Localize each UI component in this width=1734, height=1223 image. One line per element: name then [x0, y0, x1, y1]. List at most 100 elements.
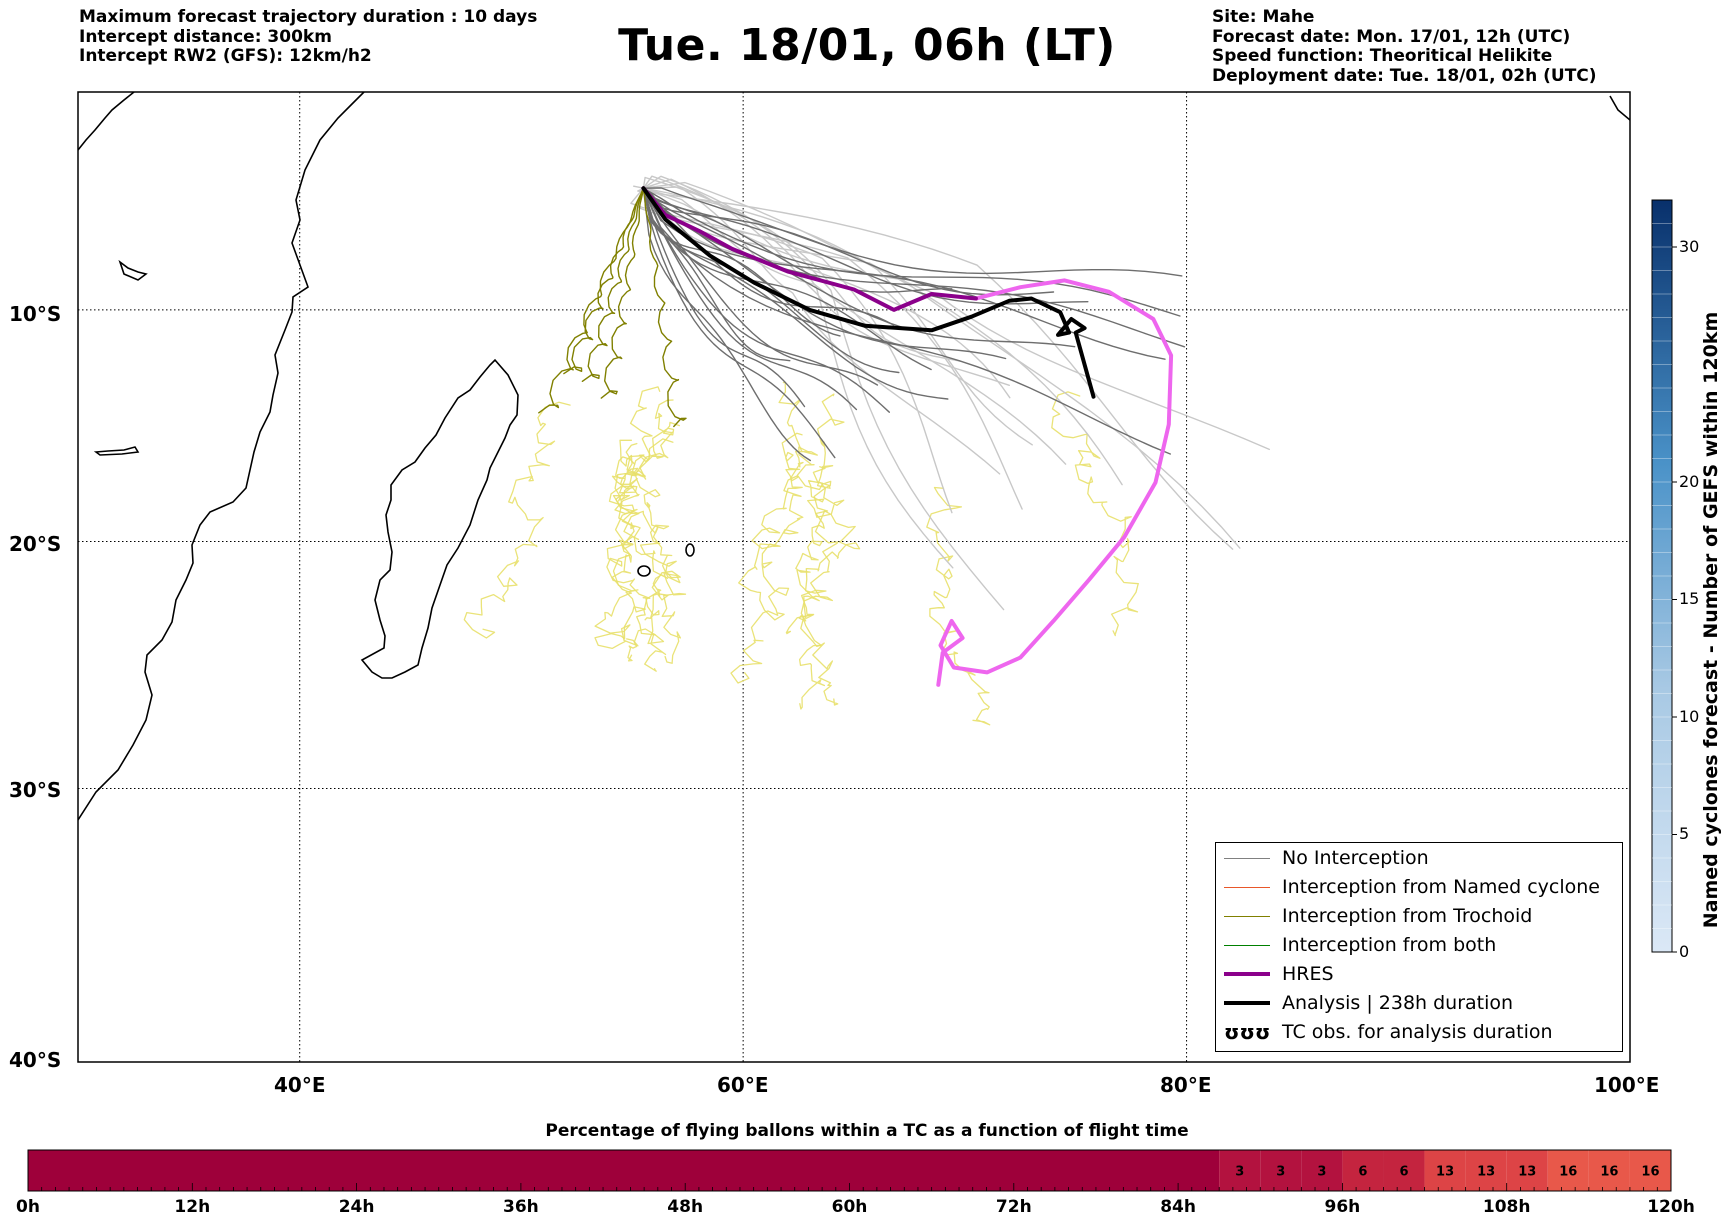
lon-label-100e: 100°E [1594, 1073, 1660, 1097]
ensemble-track [642, 187, 890, 413]
flight-bar-cell-label: 13 [1436, 1165, 1454, 1180]
flight-bar-cell-label: 16 [1641, 1165, 1659, 1180]
intercept-rw2-text: Intercept RW2 (GFS): 12km/h2 [79, 46, 372, 66]
trochoid-interception-track [563, 187, 645, 375]
page-title: Tue. 18/01, 06h (LT) [618, 20, 1116, 71]
ensemble-track [637, 187, 1234, 550]
ensemble-track [633, 185, 1033, 446]
trochoid-track [926, 486, 991, 726]
legend-both-swatch [1224, 944, 1270, 946]
trochoid-track [785, 393, 845, 635]
ensemble-track [642, 187, 806, 408]
cyclone-colorbar-title: Named cyclones forecast - Number of GEFS… [1700, 311, 1722, 929]
loops-icon: ʊʊʊ [1224, 1020, 1271, 1044]
map-border [77, 91, 1631, 1063]
cbar-tick-0: 0 [1679, 942, 1690, 961]
flight-bar-tick-label: 24h [338, 1197, 375, 1217]
flight-bar-cell [28, 1150, 1220, 1191]
ensemble-track [642, 187, 895, 326]
legend: No Interception Interception from Named … [1215, 842, 1623, 1052]
legend-analysis-swatch [1224, 1001, 1270, 1005]
flight-bar-cell-label: 3 [1276, 1165, 1285, 1180]
ensemble-track [642, 175, 1005, 611]
flight-bar-cell-label: 3 [1317, 1165, 1326, 1180]
madagascar-coastline [360, 358, 519, 679]
lon-label-60e: 60°E [717, 1073, 769, 1097]
lat-label-30s: 30°S [9, 778, 62, 802]
trochoid-track [612, 439, 687, 664]
flight-bar-tick-label: 108h [1482, 1197, 1531, 1217]
legend-label: Interception from Named cyclone [1282, 876, 1600, 898]
intercept-distance-text: Intercept distance: 300km [79, 26, 332, 47]
trochoid-interception-track [642, 187, 687, 428]
ensemble-track [642, 187, 811, 462]
cyclone-colorbar [1651, 199, 1673, 953]
site-parameters: Site: Mahe Forecast date: Mon. 17/01, 12… [1212, 7, 1597, 86]
flight-bar-cell-label: 13 [1518, 1165, 1536, 1180]
analysis-track [641, 186, 1096, 399]
trochoid-track [463, 401, 571, 639]
flight-bar-cell-label: 16 [1559, 1165, 1577, 1180]
cbar-tick-15: 15 [1679, 589, 1700, 608]
legend-label: No Interception [1282, 847, 1429, 869]
trochoid-interception-track [600, 187, 645, 399]
reunion-island [637, 565, 651, 577]
trochoid-track [1051, 391, 1139, 637]
cbar-tick-10: 10 [1679, 707, 1700, 726]
flight-bar-cell-label: 16 [1600, 1165, 1618, 1180]
trochoid-track [634, 399, 681, 621]
flight-bar-frame [27, 1149, 1672, 1192]
flight-bar-cell [1588, 1150, 1630, 1191]
cbar-tick-30: 30 [1679, 237, 1700, 256]
legend-trochoid-swatch [1224, 915, 1270, 917]
flight-bar-cell [1260, 1150, 1302, 1191]
ensemble-track [642, 187, 1007, 360]
legend-label: TC obs. for analysis duration [1282, 1021, 1553, 1043]
ensemble-track [642, 187, 1181, 317]
flight-bar-title: Percentage of flying ballons within a TC… [545, 1121, 1189, 1141]
ensemble-track [642, 187, 858, 411]
trajectories [463, 175, 1270, 726]
flight-time-bar: 3 3 3 6 6 13 13 13 16 16 16 [27, 1149, 1672, 1192]
ensemble-track [642, 187, 1171, 455]
max-duration-text: Maximum forecast trajectory duration : 1… [79, 7, 538, 27]
mauritius-island [685, 543, 695, 557]
ensemble-track [642, 187, 1183, 277]
socotra-island [118, 259, 148, 281]
trochoid-track [606, 442, 667, 672]
legend-hres-swatch [1224, 972, 1270, 976]
legend-named-cyclone-swatch [1224, 886, 1270, 888]
legend-trochoid: Interception from Trochoid [1224, 902, 1532, 930]
legend-hres: HRES [1224, 960, 1334, 988]
legend-tc-obs: ʊʊʊ TC obs. for analysis duration [1224, 1018, 1553, 1046]
cbar-tick-5: 5 [1679, 824, 1690, 843]
flight-bar-cell [1506, 1150, 1548, 1191]
lat-label-20s: 20°S [9, 532, 62, 556]
flight-bar-cell [1342, 1150, 1384, 1191]
comoros-island [93, 446, 140, 456]
flight-bar-cell-label: 3 [1235, 1165, 1244, 1180]
legend-label: Interception from Trochoid [1282, 905, 1533, 927]
flight-bar-cell-label: 13 [1477, 1165, 1495, 1180]
legend-named-cyclone: Interception from Named cyclone [1224, 873, 1600, 901]
forecast-date-text: Forecast date: Mon. 17/01, 12h (UTC) [1212, 26, 1571, 47]
flight-bar-cell [1219, 1150, 1261, 1191]
trochoid-track [594, 386, 661, 650]
ensemble-track [642, 187, 949, 400]
flight-bar-tick-label: 120h [1647, 1197, 1695, 1217]
flight-bar-cell [1424, 1150, 1466, 1191]
lat-label-40s: 40°S [9, 1048, 62, 1072]
trochoid-track [796, 446, 839, 710]
africa-coastline [78, 92, 365, 821]
flight-bar-tick-label: 48h [667, 1197, 704, 1217]
trochoid-track [738, 381, 818, 621]
trochoid-track [800, 466, 861, 706]
legend-label: Interception from both [1282, 934, 1497, 956]
flight-bar-cell [1301, 1150, 1343, 1191]
lon-label-40e: 40°E [274, 1073, 326, 1097]
legend-no-interception-swatch [1224, 857, 1270, 859]
indonesia-coast [1609, 95, 1630, 121]
legend-no-interception: No Interception [1224, 844, 1429, 872]
trochoid-interception-track [581, 187, 645, 382]
ensemble-track [642, 187, 1076, 348]
